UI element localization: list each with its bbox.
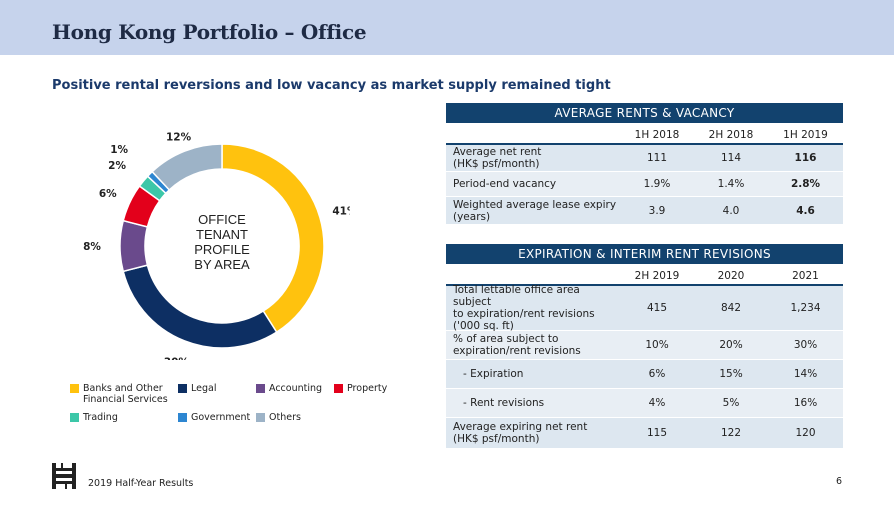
table1-title: AVERAGE RENTS & VACANCY: [446, 103, 843, 123]
legend-label: Trading: [83, 412, 118, 423]
legend-item-legal: Legal: [178, 383, 216, 394]
donut-data-label: 1%: [110, 144, 128, 156]
legend-swatch: [256, 384, 265, 393]
legend-item-trading: Trading: [70, 412, 118, 423]
legend-label: Accounting: [269, 383, 323, 394]
row-cell: 842: [694, 286, 768, 330]
legend-swatch: [70, 413, 79, 422]
hysan-logo-icon: [52, 463, 76, 489]
legend-item-property: Property: [334, 383, 387, 394]
row-label: Weighted average lease expiry (years): [446, 197, 620, 224]
footer-text: 2019 Half-Year Results: [88, 478, 194, 489]
table2-row: - Expiration 6% 15% 14%: [446, 360, 843, 389]
row-cell: 2.8%: [768, 172, 843, 196]
legend-label-line2: Financial Services: [83, 394, 168, 405]
donut-slice-accounting: [119, 219, 149, 273]
row-cell: 114: [694, 145, 768, 171]
donut-center-line-4: BY AREA: [194, 257, 250, 272]
donut-data-label: 12%: [166, 131, 192, 143]
donut-center-line-2: TENANT: [196, 227, 248, 242]
legend-item-others: Others: [256, 412, 301, 423]
row-cell: 4.6: [768, 197, 843, 224]
row-label: - Expiration: [446, 360, 620, 388]
row-cell: 14%: [768, 360, 843, 388]
row-label: Period-end vacancy: [446, 172, 620, 196]
row-label: Total lettable office area subject to exp…: [446, 284, 620, 332]
page-number: 6: [836, 476, 843, 487]
table2-row: - Rent revisions 4% 5% 16%: [446, 389, 843, 418]
row-cell: 4%: [620, 389, 694, 417]
row-cell: 120: [768, 418, 843, 448]
page-title: Hong Kong Portfolio – Office: [52, 20, 367, 44]
legend-swatch: [178, 384, 187, 393]
legend-swatch: [70, 384, 79, 393]
table2-col-head: 2020: [717, 270, 745, 282]
row-label: - Rent revisions: [446, 389, 620, 417]
table2-col-head: 2H 2019: [634, 270, 680, 282]
row-cell: 10%: [620, 331, 694, 359]
legend-label: Legal: [191, 383, 217, 394]
row-label: Average net rent (HK$ psf/month): [446, 145, 620, 171]
office-tenant-profile-donut-chart: 41%30%8%6%2%1%12% OFFICE TENANT PROFILE …: [83, 131, 350, 360]
legend-item-accounting: Accounting: [256, 383, 322, 394]
row-cell: 415: [620, 286, 694, 330]
legend-label: Government: [191, 412, 251, 423]
legend-label: Property: [347, 383, 388, 394]
donut-data-label: 41%: [332, 205, 350, 217]
row-cell: 115: [620, 418, 694, 448]
row-label: Average expiring net rent (HK$ psf/month): [446, 418, 620, 448]
row-cell: 6%: [620, 360, 694, 388]
row-cell: 1.9%: [620, 172, 694, 196]
table1-col-head: 1H 2019: [783, 129, 828, 141]
row-label: % of area subject to expiration/rent revi…: [446, 331, 620, 359]
table2-col-head: 2021: [792, 270, 819, 282]
title-bar: Hong Kong Portfolio – Office: [0, 0, 894, 55]
row-cell: 15%: [694, 360, 768, 388]
legend-label: Banks and Other: [83, 383, 163, 394]
table1-col-head: 2H 2018: [708, 129, 754, 141]
table1-header-rule: [446, 143, 843, 145]
row-cell: 122: [694, 418, 768, 448]
table2-title: EXPIRATION & INTERIM RENT REVISIONS: [446, 244, 843, 264]
table1-row: Period-end vacancy 1.9% 1.4% 2.8%: [446, 172, 843, 197]
donut-data-label: 2%: [108, 160, 126, 172]
row-cell: 1.4%: [694, 172, 768, 196]
donut-data-label: 30%: [164, 356, 190, 360]
table2-header-rule: [446, 284, 843, 286]
legend-swatch: [256, 413, 265, 422]
donut-data-label: 6%: [99, 188, 117, 200]
row-cell: 16%: [768, 389, 843, 417]
row-cell: 5%: [694, 389, 768, 417]
row-cell: 111: [620, 145, 694, 171]
row-cell: 30%: [768, 331, 843, 359]
table1-row: Weighted average lease expiry (years) 3.9…: [446, 197, 843, 225]
legend-label: Others: [269, 412, 301, 423]
donut-slice-others: [151, 143, 223, 191]
donut-slice-legal: [122, 264, 278, 349]
table2-row: Average expiring net rent (HK$ psf/month)…: [446, 418, 843, 449]
donut-center-line-1: OFFICE: [198, 212, 246, 227]
row-cell: 1,234: [768, 286, 843, 330]
donut-data-label: 8%: [83, 241, 101, 253]
table1-col-head: 1H 2018: [634, 129, 680, 141]
row-cell: 20%: [694, 331, 768, 359]
table2-row: Total lettable office area subject to exp…: [446, 284, 843, 332]
donut-center-line-3: PROFILE: [194, 242, 250, 257]
page-subtitle: Positive rental reversions and low vacan…: [52, 78, 611, 93]
legend-swatch: [178, 413, 187, 422]
row-cell: 3.9: [620, 197, 694, 224]
row-cell: 116: [768, 145, 843, 171]
legend-swatch: [334, 384, 343, 393]
row-cell: 4.0: [694, 197, 768, 224]
legend-item-government: Government: [178, 412, 250, 423]
table1-row: Average net rent (HK$ psf/month) 111 114 …: [446, 145, 843, 172]
chart-legend: Banks and Other Financial Services Legal …: [70, 383, 400, 433]
table2-row: % of area subject to expiration/rent revi…: [446, 331, 843, 360]
legend-item-banks: Banks and Other Financial Services: [70, 383, 168, 405]
